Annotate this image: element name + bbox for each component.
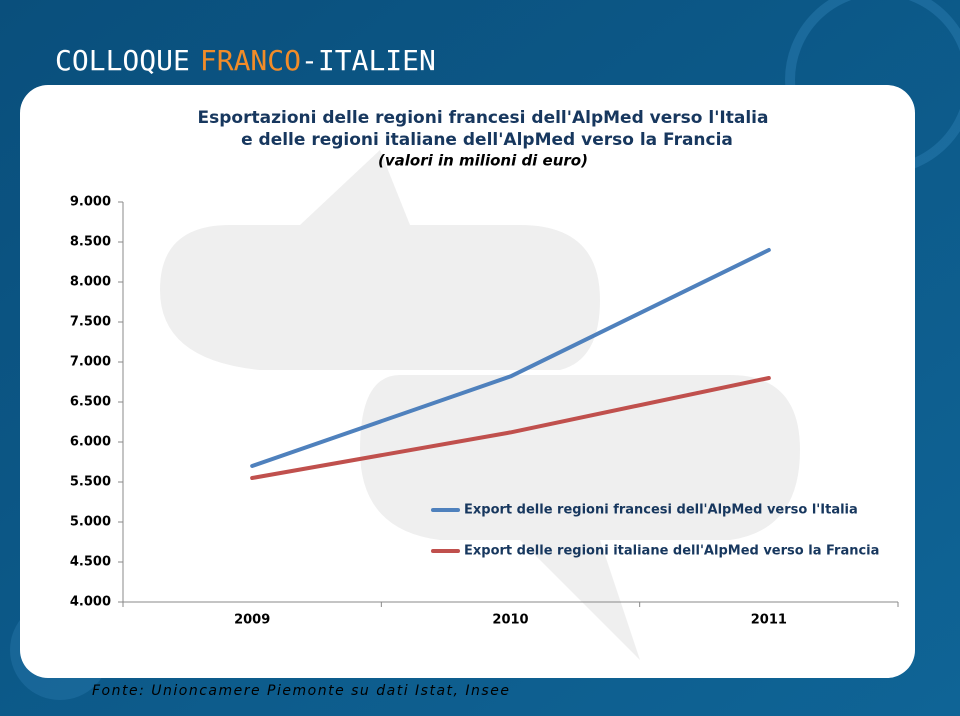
series-line	[250, 376, 771, 480]
y-tick-label: 6.500	[70, 395, 111, 410]
legend-label: Export delle regioni italiane dell'AlpMe…	[464, 544, 879, 559]
legend-label: Export delle regioni francesi dell'AlpMe…	[464, 503, 858, 518]
y-tick-label: 4.500	[70, 555, 111, 570]
header: COLLOQUE FRANCO-ITALIEN	[55, 44, 436, 77]
y-tick-label: 9.000	[70, 195, 111, 210]
bubble-decor	[360, 375, 800, 660]
y-tick-label: 5.000	[70, 515, 111, 530]
y-tick-label: 4.000	[70, 595, 111, 610]
x-tick-label: 2009	[234, 613, 270, 628]
y-tick-label: 6.000	[70, 435, 111, 450]
y-tick-label: 7.500	[70, 315, 111, 330]
chart-title: e delle regioni italiane dell'AlpMed ver…	[241, 130, 733, 150]
chart-title: Esportazioni delle regioni francesi dell…	[198, 108, 769, 128]
y-tick-label: 5.500	[70, 475, 111, 490]
x-tick-label: 2010	[492, 613, 528, 628]
y-tick-label: 8.000	[70, 275, 111, 290]
header-part: COLLOQUE	[55, 44, 190, 77]
y-tick-label: 7.000	[70, 355, 111, 370]
bubble-decor	[160, 150, 600, 370]
series-line	[250, 248, 771, 468]
source-note: Fonte: Unioncamere Piemonte su dati Ista…	[92, 683, 510, 699]
header-part: -ITALIEN	[301, 44, 436, 77]
x-tick-label: 2011	[751, 613, 787, 628]
chart-subtitle: (valori in milioni di euro)	[378, 152, 588, 170]
y-tick-label: 8.500	[70, 235, 111, 250]
header-part: FRANCO	[200, 44, 301, 77]
